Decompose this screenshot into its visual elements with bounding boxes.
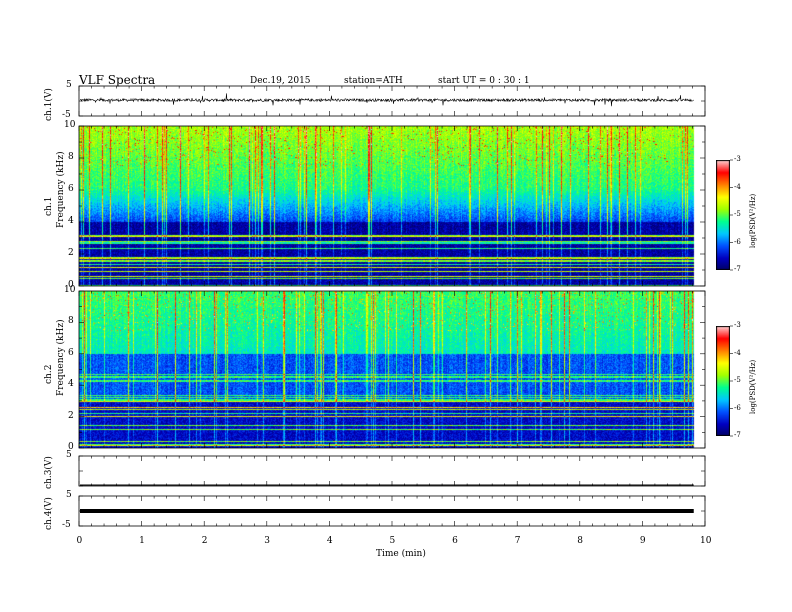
x-tick-label-6: 6 [452, 536, 458, 546]
ch1-spec-ylabel-top: ch.1 [44, 196, 54, 216]
ch2-colorbar [716, 326, 730, 436]
ch1-spectrogram-ytick-2: 2 [68, 248, 74, 258]
ch3-ylabel: ch.3(V) [44, 456, 54, 489]
ch2-spectrogram-cbar-tick--3: -3 [734, 321, 741, 329]
chart-title: VLF Spectra [79, 73, 156, 87]
x-tick-label-1: 1 [139, 536, 145, 546]
x-tick-label-10: 10 [700, 536, 712, 546]
ch4-trace [80, 509, 694, 513]
ch4-waveform-ytick--5: -5 [62, 520, 71, 530]
station-label: station=ATH [344, 76, 403, 86]
x-axis-label: Time (min) [376, 549, 426, 559]
ch2-spectrogram-ytick-10: 10 [64, 285, 76, 295]
ch2-spectrogram-cbar-tick--7: -7 [734, 431, 741, 439]
ch1-spec-ylabel: Frequency (kHz) [56, 151, 66, 228]
ch1-spectrogram-cbar-tick--7: -7 [734, 265, 741, 273]
ch2-spec-ylabel: Frequency (kHz) [56, 319, 66, 396]
date-label: Dec.19, 2015 [250, 76, 311, 86]
ch2-spec-ylabel-top: ch.2 [44, 364, 54, 384]
x-tick-label-4: 4 [326, 536, 333, 546]
x-tick-label-3: 3 [264, 536, 271, 546]
ch2-spectrogram-area [79, 291, 705, 448]
ch1-ylabel: ch.1(V) [44, 88, 54, 121]
x-tick-label-9: 9 [639, 536, 646, 546]
ch2-spectrogram-cbar-tick--6: -6 [734, 403, 741, 412]
x-tick-label-8: 8 [577, 536, 584, 546]
ch2-spectrogram-cbar-tick--4: -4 [734, 348, 741, 357]
ch3-waveform-ytick-5: 5 [66, 450, 72, 460]
ch2-spectrogram-ytick-2: 2 [68, 410, 74, 421]
ch1-trace [80, 93, 694, 107]
start-time-label: start UT = 0 : 30 : 1 [438, 76, 530, 86]
ch2-spectrogram-ytick-6: 6 [68, 347, 74, 358]
ch1-waveform-ytick--5: -5 [62, 110, 71, 120]
ch1-spectrogram-ytick-10: 10 [64, 120, 76, 130]
ch1-spectrogram-cbar-tick--5: -5 [734, 210, 741, 218]
ch1-spectrogram-cbar-tick--4: -4 [734, 182, 741, 191]
ch2-spectrogram-ytick-0: 0 [68, 442, 74, 452]
x-tick-label-2: 2 [201, 536, 208, 546]
ch1-spectrogram-ytick-8: 8 [68, 152, 74, 162]
ch2-spectrogram-ytick-4: 4 [68, 379, 74, 390]
ch1-spectrogram-area [79, 126, 705, 286]
x-tick-label-0: 0 [76, 536, 83, 546]
ch1-spectrogram-ytick-4: 4 [68, 216, 74, 226]
x-tick-label-5: 5 [389, 536, 396, 546]
ch1-waveform-ytick-5: 5 [66, 80, 72, 90]
ch4-waveform-ytick-5: 5 [66, 490, 72, 500]
ch1-colorbar-label: log(PSD(V²/Hz) [749, 193, 757, 248]
x-tick-label-7: 7 [514, 536, 521, 546]
ch1-colorbar [716, 160, 730, 270]
ch1-spectrogram-cbar-tick--3: -3 [734, 155, 741, 163]
ch2-colorbar-label: log(PSD(V²/Hz) [749, 359, 757, 414]
ch2-spectrogram-ytick-8: 8 [68, 316, 74, 327]
ch2-spectrogram-cbar-tick--5: -5 [734, 376, 741, 384]
ch1-spectrogram-ytick-0: 0 [68, 280, 74, 290]
ch4-ylabel: ch.4(V) [44, 497, 54, 530]
ch1-spectrogram-cbar-tick--6: -6 [734, 237, 741, 246]
ch1-spectrogram-ytick-6: 6 [68, 184, 74, 194]
